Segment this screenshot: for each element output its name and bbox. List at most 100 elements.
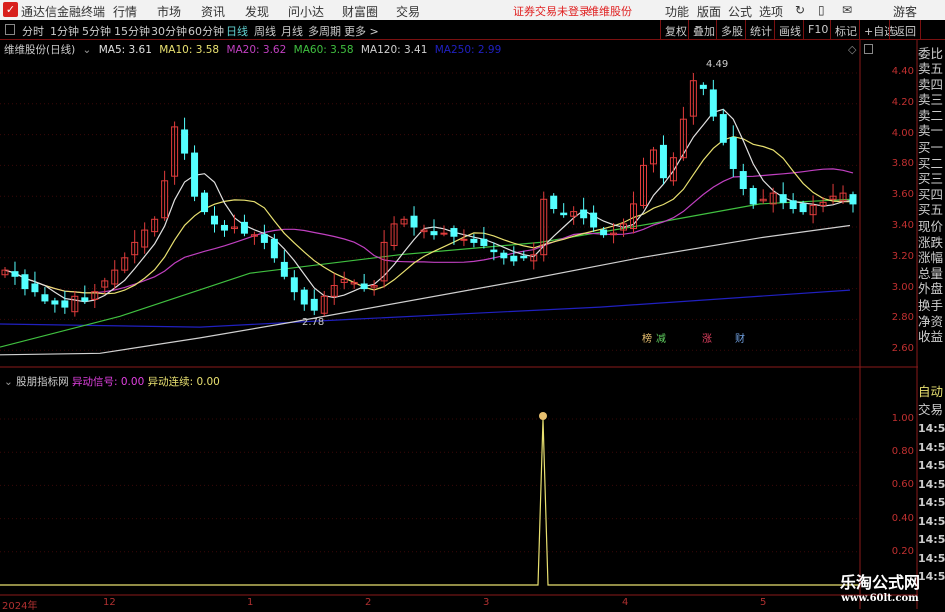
action-button[interactable]: F10 — [803, 20, 832, 40]
refresh-icon[interactable]: ↻ — [795, 3, 806, 17]
menu-item[interactable]: 行情 — [113, 5, 138, 19]
main-panel-header: 维维股份(日线) ⌄ MA5: 3.61 MA10: 3.58 MA20: 3.… — [4, 42, 505, 57]
user-label[interactable]: 游客 — [893, 5, 918, 19]
candle-body — [520, 255, 528, 259]
high-price-label: 4.49 — [706, 59, 728, 70]
candle-body — [510, 255, 518, 262]
candle-body — [320, 295, 328, 314]
candle-body — [290, 277, 298, 293]
y-axis-tick: 4.00 — [891, 127, 914, 139]
stock-name: 维维股份 — [588, 5, 632, 18]
message-icon[interactable]: ✉ — [842, 3, 853, 17]
quote-label: 总量 — [918, 265, 944, 281]
auto-label[interactable]: 自动 — [918, 384, 944, 399]
menu-item[interactable]: 问小达 — [288, 5, 325, 19]
candle-body — [350, 281, 358, 285]
candle-body — [280, 261, 288, 277]
period-tab[interactable]: 30分钟 — [151, 25, 187, 38]
tick-time: 14:56 — [918, 477, 945, 491]
candle-body — [1, 269, 9, 276]
candle-body — [191, 152, 199, 197]
quote-label: 买五 — [918, 202, 944, 217]
signal-line — [0, 418, 860, 586]
candle-body — [590, 212, 598, 228]
candle-body — [729, 137, 737, 169]
candle-body — [470, 238, 478, 243]
period-tab[interactable]: 分时 — [22, 25, 44, 38]
time-axis-label: 12 — [103, 597, 116, 608]
candle-body — [480, 238, 488, 246]
candle-body — [709, 89, 717, 117]
panel-title: 维维股份(日线) — [4, 44, 76, 56]
candle-body — [779, 194, 787, 203]
candle-body — [530, 254, 538, 262]
event-marker: 财 — [735, 332, 745, 345]
more-tab[interactable]: 更多 > — [344, 25, 379, 38]
time-axis-label: 4 — [622, 597, 629, 608]
kline-chart[interactable]: 4.49 2.78 榜减 涨 财 — [0, 40, 945, 609]
phone-icon[interactable]: ▯ — [818, 3, 825, 17]
y-axis-tick: 2.80 — [891, 312, 914, 324]
candle-body — [699, 84, 707, 89]
menu-item[interactable]: 版面 — [697, 5, 722, 19]
candle-body — [540, 198, 548, 256]
chevron-down-icon[interactable]: ⌄ — [4, 376, 13, 388]
menu-item[interactable]: 选项 — [759, 5, 784, 19]
action-button[interactable]: 画线 — [774, 20, 805, 40]
diamond-icon[interactable]: ◇ — [848, 43, 857, 56]
candle-body — [121, 257, 129, 271]
ma120-label: MA120: 3.41 — [360, 44, 428, 56]
menu-item[interactable]: 发现 — [245, 5, 270, 19]
candle-body — [789, 200, 797, 210]
candle-body — [101, 280, 109, 288]
candle-body — [220, 224, 228, 231]
candle-body — [111, 269, 119, 285]
candle-body — [181, 129, 189, 154]
quote-label: 外盘 — [918, 281, 944, 296]
candle-body — [161, 180, 169, 219]
period-tab[interactable]: 多周期 — [308, 25, 341, 38]
quote-label: 卖二 — [918, 107, 944, 123]
y-axis-tick: 3.80 — [891, 158, 914, 170]
candle-body — [390, 223, 398, 246]
period-tab-active[interactable]: 日线 — [226, 25, 248, 38]
menu-item[interactable]: 市场 — [157, 5, 182, 19]
action-button[interactable]: 复权 — [660, 20, 691, 40]
menu-item[interactable]: 财富圈 — [342, 5, 379, 19]
action-button[interactable]: +自选 — [859, 20, 899, 40]
action-button[interactable]: 多股 — [716, 20, 747, 40]
chevron-down-icon[interactable]: ⌄ — [82, 44, 92, 56]
signal-coin-icon — [539, 412, 547, 420]
quote-label: 卖一 — [918, 123, 944, 138]
y-axis-tick: 4.40 — [891, 66, 914, 77]
menu-item[interactable]: 公式 — [728, 5, 753, 19]
period-tab[interactable]: 1分钟 — [50, 25, 79, 38]
period-tab[interactable]: 60分钟 — [188, 25, 224, 38]
menu-item[interactable]: 交易 — [396, 5, 421, 19]
action-button[interactable]: 返回 — [889, 20, 921, 40]
quote-label: 涨幅 — [918, 250, 944, 266]
panel-toggle-icon[interactable] — [5, 24, 15, 35]
candle-body — [31, 283, 39, 293]
candle-body — [380, 241, 388, 282]
action-button[interactable]: 统计 — [745, 20, 776, 40]
candle-body — [270, 238, 278, 259]
period-tab[interactable]: 月线 — [281, 25, 303, 38]
action-button[interactable]: 标记 — [830, 20, 861, 40]
menu-item[interactable]: 资讯 — [201, 5, 226, 19]
candle-body — [659, 144, 667, 179]
quote-label: 卖三 — [918, 92, 944, 108]
candle-body — [490, 249, 498, 253]
candle-body — [689, 80, 697, 117]
period-tab[interactable]: 15分钟 — [114, 25, 150, 38]
action-button[interactable]: 叠加 — [688, 20, 719, 40]
panel-toggle-icon[interactable] — [864, 44, 873, 54]
watermark-url: www.60lt.com — [841, 593, 919, 604]
period-tab[interactable]: 5分钟 — [82, 25, 111, 38]
candle-body — [410, 215, 418, 228]
menu-item[interactable]: 功能 — [665, 5, 690, 19]
quote-label: 卖五 — [918, 61, 944, 77]
login-status[interactable]: 证券交易未登录 — [513, 5, 590, 18]
period-tab[interactable]: 周线 — [254, 25, 276, 38]
indicator-y-tick: 0.60 — [891, 479, 914, 491]
